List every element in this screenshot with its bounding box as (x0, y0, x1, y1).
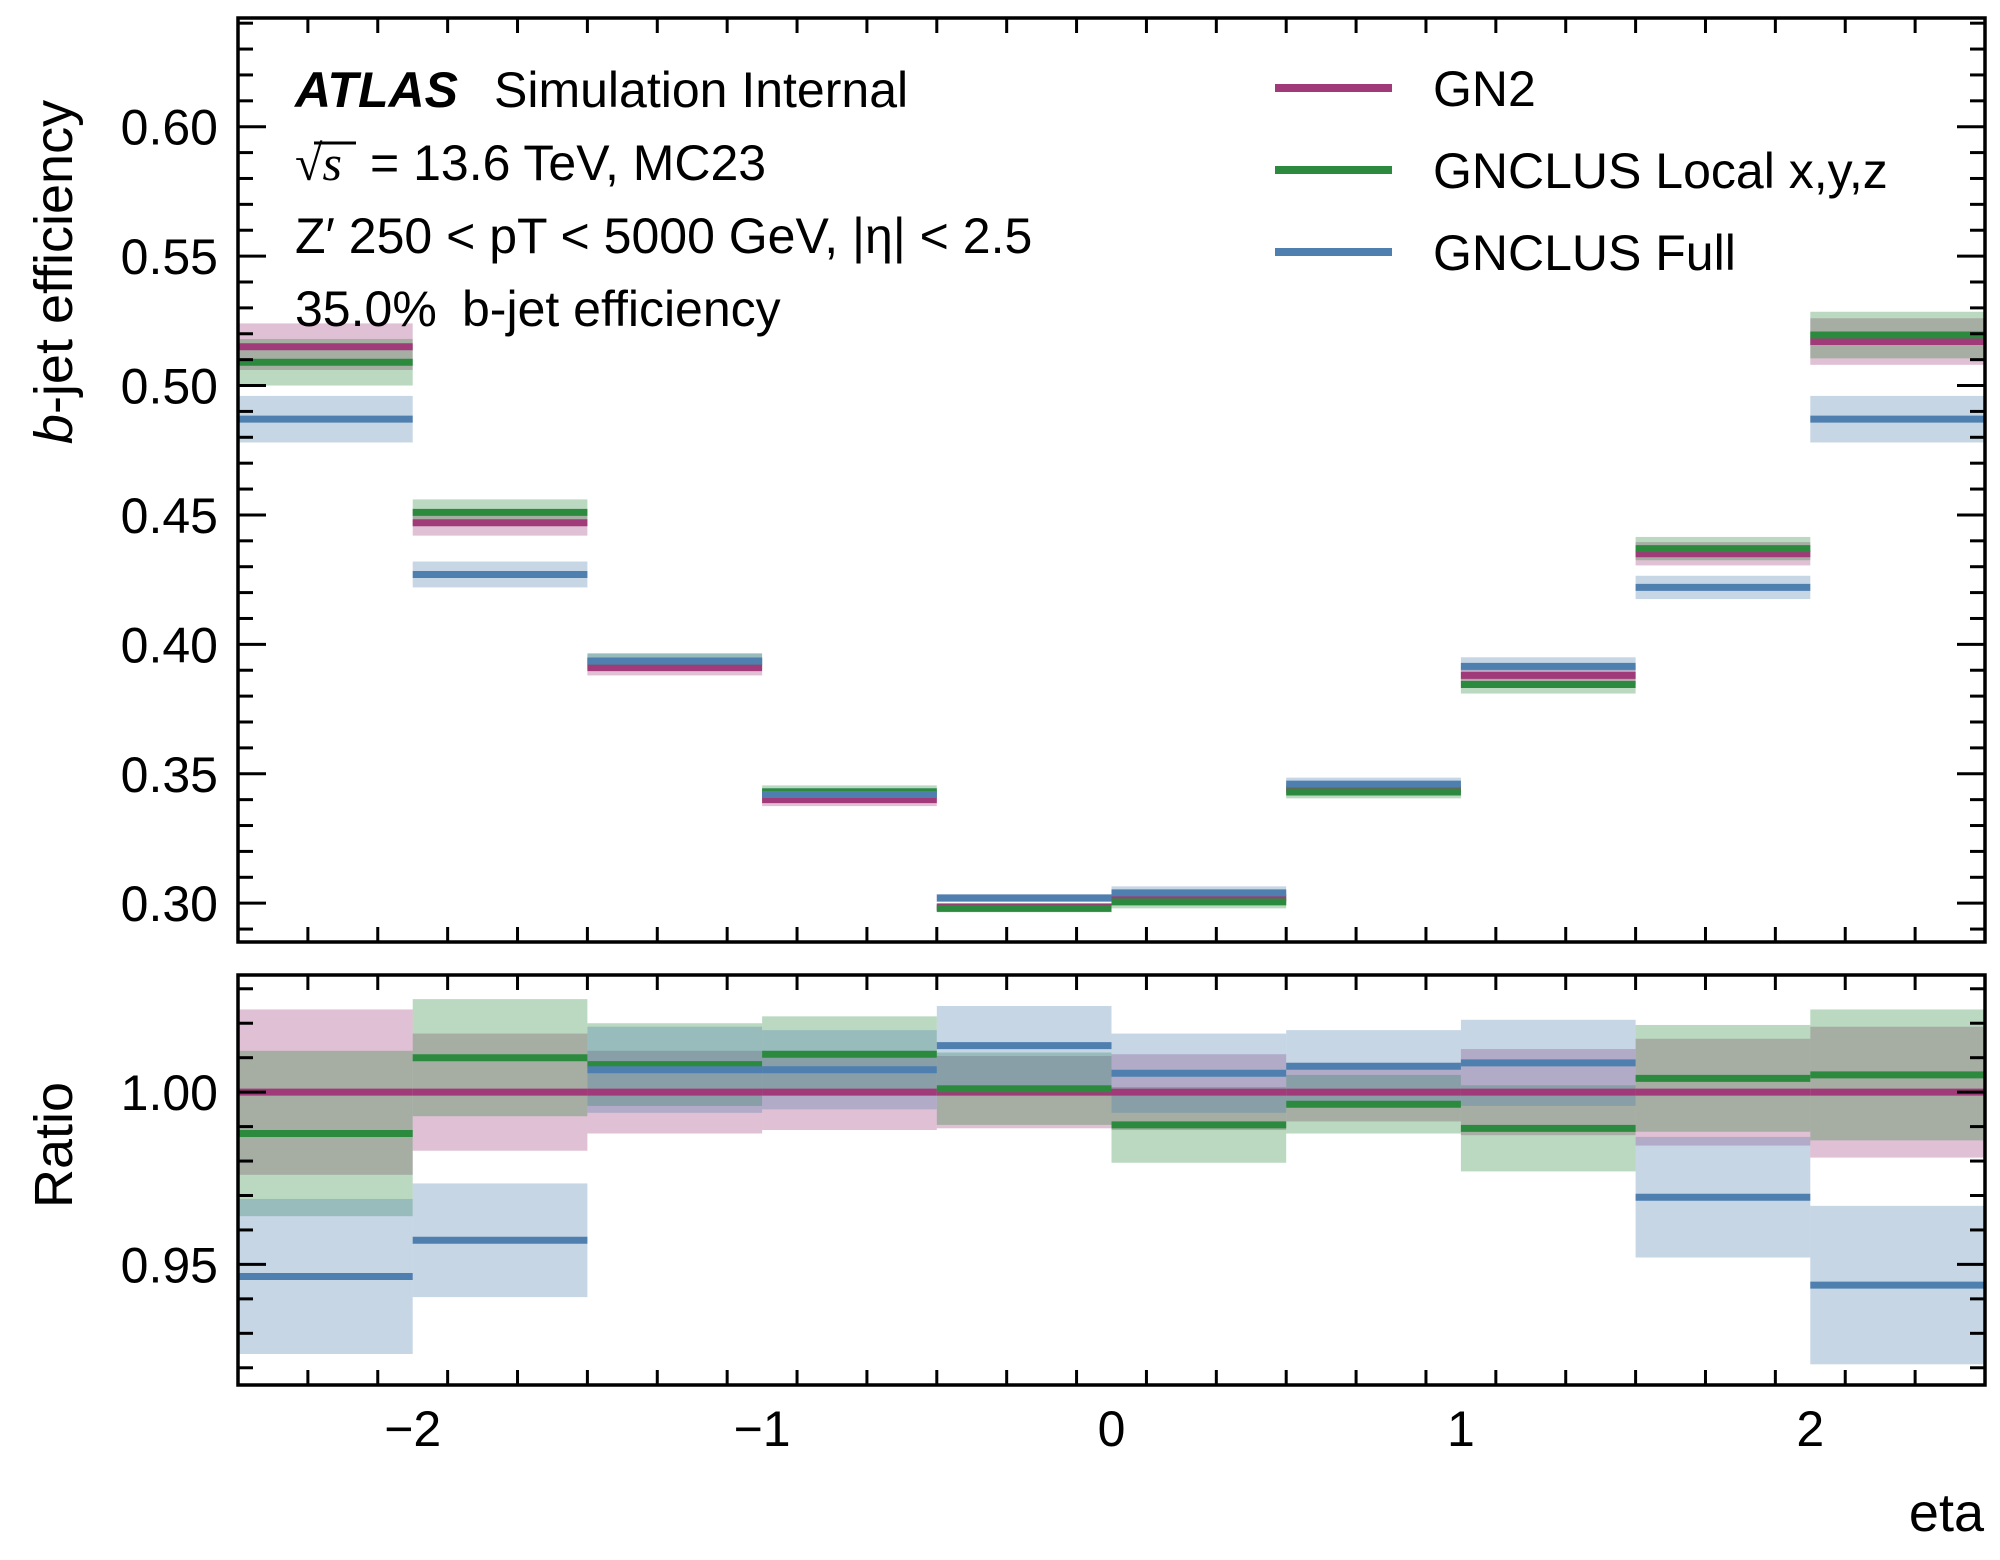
legend: GN2 GNCLUS Local x,y,z GNCLUS Full (1275, 61, 1888, 281)
legend-label-gnclus-local-x-y-z: GNCLUS Local x,y,z (1433, 143, 1888, 199)
top-y-tick-label: 0.60 (121, 100, 218, 156)
top-y-tick-label: 0.45 (121, 488, 218, 544)
x-axis-label: eta (1909, 1483, 1985, 1543)
top-y-tick-label: 0.50 (121, 359, 218, 415)
ratio-panel-lines (238, 1042, 1985, 1289)
ratio-y-axis-label: Ratio (24, 1082, 84, 1208)
legend-label-gn2: GN2 (1433, 61, 1536, 117)
top-panel-lines (238, 331, 1985, 912)
top-panel-frame (236, 16, 1987, 944)
ratio-y-tick-label: 1.00 (121, 1065, 218, 1121)
ratio-panel-bands (238, 999, 1985, 1365)
atlas-status: Simulation Internal (494, 62, 908, 118)
top-y-tick-label: 0.40 (121, 617, 218, 673)
selection-label: Z′ 250 < pT < 5000 GeV, |η| < 2.5 (295, 208, 1032, 264)
legend-label-gnclus-full: GNCLUS Full (1433, 225, 1736, 281)
top-y-tick-label: 0.55 (121, 229, 218, 285)
top-y-axis-label-italic: b (24, 414, 84, 444)
ratio-panel-frame (236, 973, 1987, 1387)
axis-ticks (236, 18, 1987, 1385)
panel-frames (236, 16, 1987, 1387)
x-tick-label: −1 (734, 1401, 791, 1457)
top-y-axis-label-rest: -jet efficiency (24, 100, 84, 414)
atlas-brand: ATLAS (293, 62, 458, 118)
ratio-y-tick-label: 0.95 (121, 1237, 218, 1293)
energy-label: = 13.6 TeV, MC23 (370, 135, 766, 191)
top-panel-bands (238, 311, 1985, 913)
top-y-tick-label: 0.30 (121, 876, 218, 932)
x-tick-label: −2 (384, 1401, 441, 1457)
wp-text: b-jet efficiency (462, 281, 781, 337)
x-tick-label: 2 (1796, 1401, 1824, 1457)
top-y-tick-label: 0.35 (121, 747, 218, 803)
x-tick-label: 1 (1447, 1401, 1475, 1457)
x-tick-label: 0 (1098, 1401, 1126, 1457)
axis-tick-labels: 0.30 0.35 0.40 0.45 0.50 0.55 0.60 0.95 1.00 −2 −1… (121, 100, 1825, 1457)
top-y-axis-label: b-jet efficiency (24, 100, 84, 444)
wp-value: 35.0% (295, 281, 437, 337)
